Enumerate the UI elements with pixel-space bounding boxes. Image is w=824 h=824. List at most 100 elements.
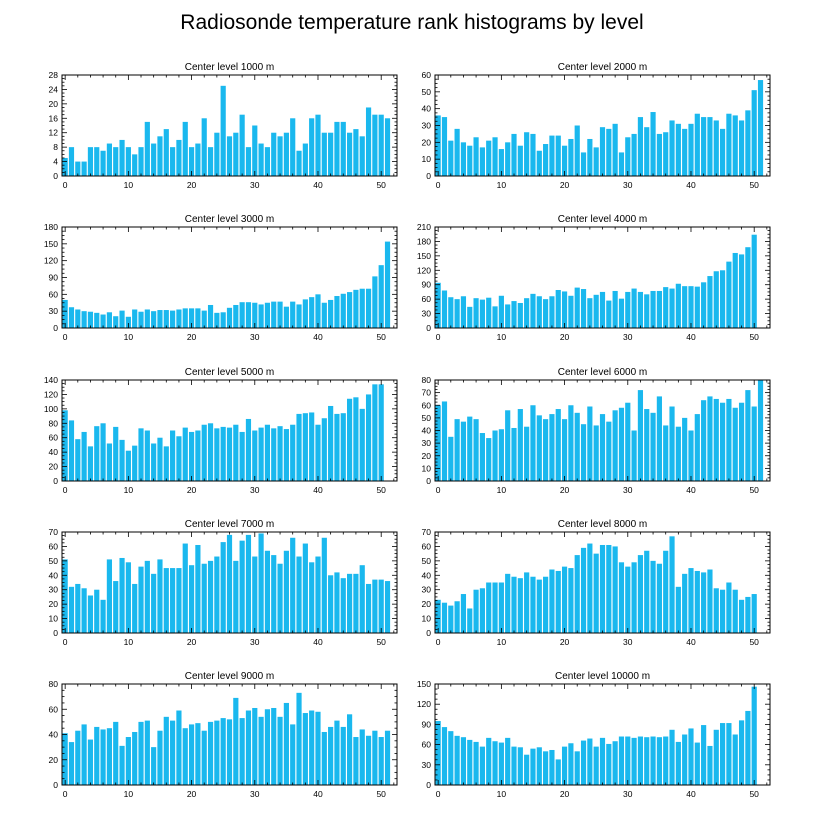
bar [707,396,713,481]
y-tick-label: 180 [44,222,58,232]
bar [675,123,681,176]
bar [321,537,327,633]
bar [435,282,441,328]
y-tick-label: 8 [53,142,58,152]
bar [239,431,245,481]
bar [264,709,271,785]
bar [701,117,707,176]
bar [688,430,694,481]
bar [612,546,618,633]
bar [347,714,353,785]
bar [378,737,384,785]
bar [245,302,252,328]
bar [606,300,612,328]
x-tick-label: 20 [187,332,197,342]
bar [170,310,176,328]
bar [492,582,498,633]
bar [587,406,593,481]
bar [593,746,599,785]
panels: Center level 1000 m 0 4 8 12 16 20 24 28 0 10 20 30 4… [44,62,771,799]
bar [170,430,176,481]
bar [745,247,751,328]
x-tick-label: 50 [749,485,759,495]
bar [201,118,207,176]
bar [138,428,144,481]
panel-8: Center level 9000 m 0 20 40 60 80 0 10 20 30 40 50 [49,671,398,799]
bar [283,132,289,176]
bar [359,136,365,176]
y-tick-label: 0 [53,476,58,486]
bar [106,143,112,176]
bar [315,294,321,328]
bar [353,737,359,785]
bar [543,144,549,176]
bar [309,297,315,328]
bar [479,433,485,481]
x-tick-label: 20 [560,485,570,495]
bar [580,424,587,481]
y-tick-label: 30 [422,760,432,770]
bar [125,450,131,481]
bar [486,438,492,481]
bar [321,731,327,785]
y-tick-label: 20 [49,599,59,609]
bar [309,562,315,633]
bar [233,304,239,328]
x-tick-label: 50 [376,789,386,799]
x-tick-label: 10 [497,637,507,647]
y-tick-label: 150 [44,239,58,249]
bar [106,728,112,785]
panel-title: Center level 6000 m [558,367,648,378]
bar [119,139,125,176]
bar [347,292,353,328]
y-tick-label: 80 [49,418,59,428]
bar [283,550,289,633]
bar [239,302,245,328]
bar [157,730,163,785]
bar [151,143,157,176]
bar [195,308,201,328]
panel-1: Center level 2000 m 0 10 20 30 40 50 60 0 10 20 30 4… [422,62,771,190]
y-tick-label: 50 [49,556,59,566]
bar [656,396,662,481]
bar [713,398,719,481]
bar [365,107,372,176]
bar [372,579,378,633]
bar [226,307,233,328]
bar [593,553,599,633]
bar [745,390,751,481]
bar [612,290,618,328]
bar [214,428,220,481]
y-tick-label: 210 [417,222,431,232]
bar [170,147,176,176]
bar [498,295,504,328]
bar [713,120,719,176]
bar [486,737,492,785]
bar [536,296,542,328]
bar [543,751,549,785]
bar [505,410,511,481]
bar [751,90,757,176]
bar [530,133,536,176]
bar [163,568,169,633]
bar [132,731,138,785]
bar [214,132,220,176]
x-tick-label: 0 [436,637,441,647]
panel-9: Center level 10000 m 0 30 60 90 120 150 0 10 20 30… [417,671,771,799]
bar [144,121,150,176]
x-tick-label: 20 [187,637,197,647]
bar [517,409,523,481]
bar [81,724,87,785]
bar [365,735,372,785]
bar [587,298,593,328]
bar [195,723,201,785]
bar [182,728,188,785]
bar [328,726,334,785]
x-tick-label: 0 [436,332,441,342]
bar [157,310,163,328]
bar [340,726,346,785]
bar [555,135,561,176]
x-tick-label: 20 [560,180,570,190]
bar [713,271,719,328]
bar [549,569,555,633]
